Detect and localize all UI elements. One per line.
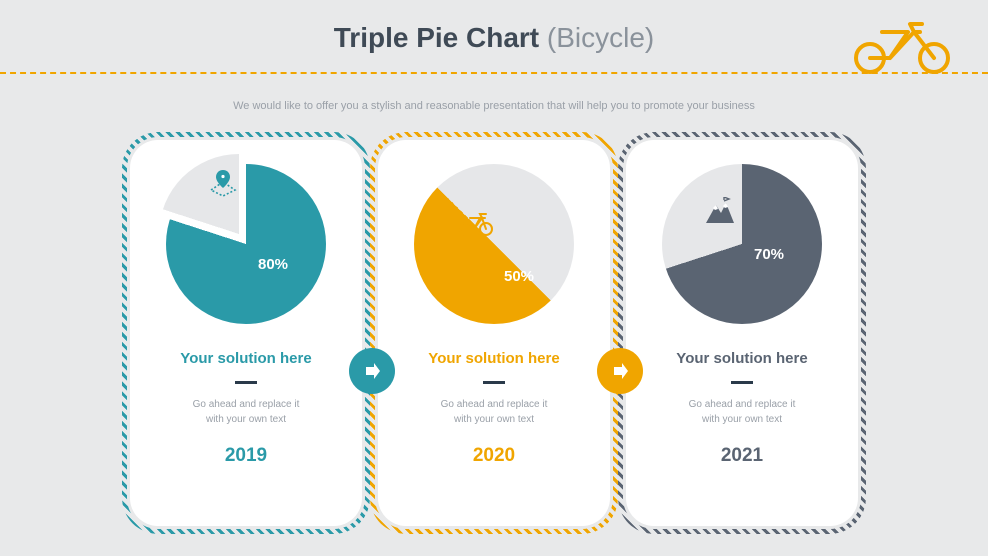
connector-arrow <box>597 348 643 394</box>
card-body-text: Go ahead and replace itwith your own tex… <box>181 398 311 427</box>
bicycle-icon <box>852 18 952 74</box>
card-2019: 80% Your solution here Go ahead and replac… <box>130 140 362 526</box>
underline <box>731 381 753 384</box>
pie-value-label: 50% <box>504 268 534 285</box>
bicycle-icon <box>458 206 494 242</box>
pie-chart: 80% <box>166 164 326 324</box>
page-title: Triple Pie Chart (Bicycle) <box>0 22 988 54</box>
year-label: 2020 <box>396 445 592 467</box>
map-pin-icon <box>205 162 241 198</box>
connector-arrow <box>349 348 395 394</box>
card-body-text: Go ahead and replace itwith your own tex… <box>677 398 807 427</box>
year-label: 2021 <box>644 445 840 467</box>
pie-chart: 70% <box>662 164 822 324</box>
solution-label: Your solution here <box>148 350 344 367</box>
mountain-icon <box>702 194 738 230</box>
title-strong: Triple Pie Chart <box>334 22 539 53</box>
solution-label: Your solution here <box>644 350 840 367</box>
pie-value-label: 80% <box>258 256 288 273</box>
card-2021: 70% Your solution here Go ahead and replac… <box>626 140 858 526</box>
solution-label: Your solution here <box>396 350 592 367</box>
header: Triple Pie Chart (Bicycle) <box>0 0 988 72</box>
year-label: 2019 <box>148 445 344 467</box>
subtitle: We would like to offer you a stylish and… <box>0 100 988 112</box>
underline <box>483 381 505 384</box>
card-body-text: Go ahead and replace itwith your own tex… <box>429 398 559 427</box>
pie-chart: 50% <box>414 164 574 324</box>
cards-row: 80% Your solution here Go ahead and replac… <box>0 140 988 526</box>
underline <box>235 381 257 384</box>
card-2020: 50% Your solution here Go ahead and replac… <box>378 140 610 526</box>
title-light: (Bicycle) <box>539 22 654 53</box>
header-divider <box>0 72 988 74</box>
pie-value-label: 70% <box>754 246 784 263</box>
